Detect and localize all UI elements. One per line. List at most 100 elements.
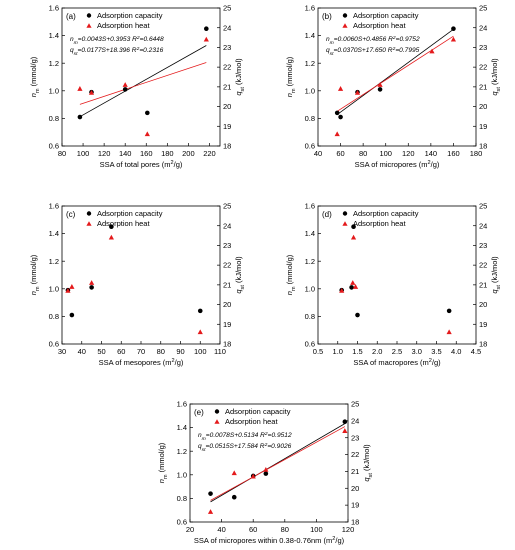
legend-heat-label: Adsorption heat — [353, 219, 406, 228]
y2-tick-label: 18 — [223, 340, 231, 349]
x-tick-label: 80 — [58, 149, 66, 158]
y-tick-label: 1.6 — [305, 4, 315, 13]
panel-label: (e) — [194, 408, 204, 417]
capacity-point — [145, 110, 150, 116]
heat-point — [203, 36, 209, 42]
y-tick-label: 1.0 — [305, 284, 315, 293]
capacity-point — [109, 224, 114, 229]
y2-tick-label: 24 — [223, 23, 231, 32]
x-tick-label: 60 — [117, 347, 125, 356]
capacity-point — [349, 285, 354, 290]
y-tick-label: 0.8 — [305, 114, 315, 123]
fit-line-capacity — [79, 45, 207, 118]
y-axis-label: nm (mmol/g) — [29, 254, 41, 295]
x-tick-label: 110 — [214, 347, 226, 356]
y2-axis-label: qst (kJ/mol) — [234, 58, 246, 96]
x-axis-label: SSA of micropores within 0.38-0.76nm (m2… — [194, 536, 345, 545]
capacity-point — [338, 114, 343, 120]
heat-point — [446, 329, 452, 335]
y-tick-label: 0.6 — [49, 142, 59, 151]
y-axis-label: nm (mmol/g) — [285, 254, 297, 295]
capacity-point — [334, 110, 340, 116]
y2-tick-label: 20 — [223, 102, 231, 111]
heat-point — [108, 234, 114, 240]
heat-point — [263, 466, 269, 472]
x-axis-label: SSA of total pores (m2/g) — [100, 160, 183, 169]
heat-point — [89, 280, 95, 285]
heat-point — [342, 428, 348, 433]
y2-tick-label: 18 — [223, 142, 231, 151]
fit-equation: nm=0.0060S+0.4856 R2=0.9752 — [326, 35, 420, 46]
capacity-point — [355, 312, 360, 318]
fit-line-heat — [336, 35, 454, 112]
x-tick-label: 0.5 — [313, 347, 323, 356]
y-tick-label: 0.8 — [49, 312, 59, 321]
legend-heat-label: Adsorption heat — [97, 21, 150, 30]
y2-tick-label: 23 — [223, 43, 231, 52]
y-tick-label: 1.6 — [305, 202, 315, 211]
legend-capacity-label: Adsorption capacity — [353, 11, 419, 20]
capacity-point — [204, 26, 209, 32]
y-tick-label: 1.2 — [305, 59, 315, 68]
y2-tick-label: 18 — [351, 518, 359, 527]
heat-point — [207, 509, 214, 514]
x-tick-label: 140 — [119, 149, 132, 158]
capacity-point — [77, 114, 83, 120]
legend-heat-label: Adsorption heat — [225, 417, 278, 426]
heat-point — [350, 280, 356, 285]
y2-tick-label: 21 — [479, 280, 487, 289]
y-tick-label: 1.0 — [177, 470, 187, 479]
y2-tick-label: 20 — [479, 102, 487, 111]
heat-point — [337, 86, 344, 91]
capacity-point — [89, 285, 94, 290]
panel-label: (c) — [66, 210, 76, 219]
heat-point — [354, 89, 361, 95]
y2-tick-label: 20 — [351, 484, 359, 493]
x-tick-label: 4.5 — [471, 347, 481, 356]
fit-equation: qst=0.0177S+18.396 R2=0.2316 — [70, 46, 164, 57]
capacity-point — [377, 87, 383, 92]
y2-tick-label: 19 — [223, 320, 231, 329]
y2-tick-label: 23 — [479, 241, 487, 250]
legend-heat-marker — [86, 23, 92, 28]
x-tick-label: 80 — [281, 525, 289, 534]
y-tick-label: 0.6 — [177, 518, 187, 527]
y-tick-label: 1.4 — [305, 229, 315, 238]
y2-tick-label: 22 — [479, 63, 487, 72]
y2-tick-label: 24 — [351, 416, 359, 425]
legend-capacity-marker — [342, 211, 348, 216]
capacity-point — [197, 308, 203, 314]
x-tick-label: 70 — [137, 347, 145, 356]
legend-heat-marker — [214, 419, 220, 424]
y2-axis-label: qst (kJ/mol) — [362, 444, 374, 482]
heat-point — [88, 89, 95, 95]
y2-tick-label: 25 — [351, 400, 359, 409]
y-tick-label: 1.4 — [305, 31, 315, 40]
capacity-point — [122, 87, 128, 92]
legend-heat-label: Adsorption heat — [353, 21, 406, 30]
legend-capacity-label: Adsorption capacity — [225, 407, 291, 416]
heat-point — [339, 287, 345, 293]
y2-tick-label: 25 — [223, 4, 231, 13]
chart-panel-4: 0.5 1.0 1.5 2.0 2.5 3.0 3.5 4.0 4.5 0.6 0.8 1.0 1.2 1… — [285, 202, 502, 367]
y2-tick-label: 21 — [223, 82, 231, 91]
heat-point — [231, 470, 237, 476]
heat-point — [197, 329, 203, 335]
y-tick-label: 0.6 — [305, 340, 315, 349]
x-tick-label: 3.0 — [412, 347, 422, 356]
x-tick-label: 60 — [336, 149, 344, 158]
chart-panel-5: 20 40 60 80 100 120 0.6 0.8 1.0 1.2 1.4 1.6 18 19 20 21… — [157, 400, 374, 545]
x-tick-label: 1.5 — [352, 347, 362, 356]
y2-tick-label: 24 — [223, 221, 231, 230]
y2-tick-label: 19 — [351, 501, 359, 510]
x-tick-label: 180 — [470, 149, 483, 158]
y-tick-label: 1.0 — [49, 86, 59, 95]
legend-capacity-marker — [214, 409, 220, 414]
heat-point — [377, 82, 383, 87]
y2-tick-label: 19 — [223, 122, 231, 131]
y2-tick-label: 21 — [223, 280, 231, 289]
y-tick-label: 0.8 — [177, 494, 187, 503]
capacity-point — [446, 308, 452, 314]
legend-capacity-label: Adsorption capacity — [97, 11, 163, 20]
y-tick-label: 0.6 — [305, 142, 315, 151]
